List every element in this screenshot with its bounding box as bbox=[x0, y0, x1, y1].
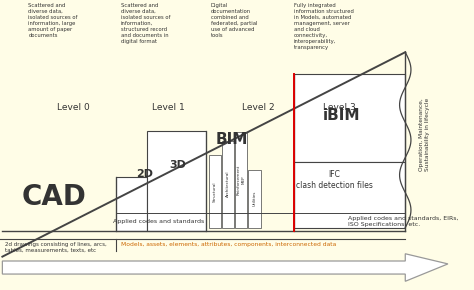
Text: Reinforcement
MEP: Reinforcement MEP bbox=[237, 165, 246, 195]
Text: Scattered and
diverse data,
isolated sources of
information, large
amount of pap: Scattered and diverse data, isolated sou… bbox=[28, 3, 78, 38]
Text: 2D: 2D bbox=[136, 169, 153, 179]
Text: Digital
documentation
combined and
federated, partial
use of advanced
tools: Digital documentation combined and feder… bbox=[211, 3, 257, 38]
Text: 3D: 3D bbox=[169, 160, 186, 170]
Text: 2d drawings consisting of lines, arcs,
tables, measurements, texts, etc: 2d drawings consisting of lines, arcs, t… bbox=[5, 242, 107, 253]
Text: Applied codes and standards, EIRs,
ISO Specifications, etc.: Applied codes and standards, EIRs, ISO S… bbox=[348, 216, 459, 227]
Bar bbox=[116, 177, 147, 231]
Polygon shape bbox=[2, 254, 448, 281]
Bar bbox=[294, 74, 405, 162]
Text: Level 0: Level 0 bbox=[57, 103, 90, 112]
Text: IFC
clash detection files: IFC clash detection files bbox=[296, 170, 373, 189]
Text: Operation, Maintenance,
Sustainability in lifecycle: Operation, Maintenance, Sustainability i… bbox=[419, 98, 430, 171]
Text: Architectural: Architectural bbox=[226, 171, 230, 197]
Text: Utilities: Utilities bbox=[253, 191, 256, 206]
Bar bbox=[209, 155, 221, 228]
Text: Scattered and
diverse data,
isolated sources of
information,
structured record
a: Scattered and diverse data, isolated sou… bbox=[121, 3, 170, 44]
Text: CAD: CAD bbox=[22, 183, 87, 211]
Text: Models, assets, elements, attributes, components, interconnected data: Models, assets, elements, attributes, co… bbox=[121, 242, 336, 247]
Text: Level 1: Level 1 bbox=[152, 103, 185, 112]
Text: Structural: Structural bbox=[213, 181, 217, 202]
Bar bbox=[294, 162, 405, 228]
Bar bbox=[222, 141, 234, 228]
Text: Level 3: Level 3 bbox=[322, 103, 356, 112]
Text: Level 2: Level 2 bbox=[242, 103, 274, 112]
Bar bbox=[147, 130, 206, 231]
Bar bbox=[235, 132, 247, 228]
Text: BIM: BIM bbox=[216, 132, 248, 147]
Text: Applied codes and standards: Applied codes and standards bbox=[113, 219, 204, 224]
Bar bbox=[248, 170, 261, 228]
Text: iBIM: iBIM bbox=[322, 108, 360, 124]
Text: Fully integrated
information structured
in Models, automated
management, server
: Fully integrated information structured … bbox=[294, 3, 354, 50]
